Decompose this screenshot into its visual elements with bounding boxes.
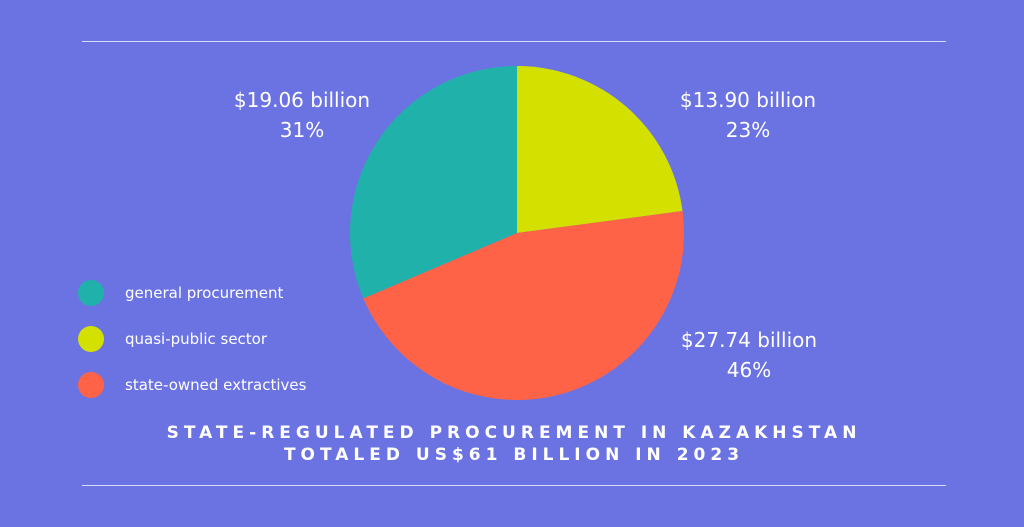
- value-label-quasi: $13.90 billion: [679, 88, 817, 112]
- value-label-general: $19.06 billion: [233, 88, 371, 112]
- percent-label-quasi: 23%: [725, 118, 771, 142]
- caption-line-1: STATE-REGULATED PROCUREMENT IN KAZAKHSTA…: [166, 423, 862, 443]
- chart-caption: STATE-REGULATED PROCUREMENT IN KAZAKHSTA…: [82, 422, 946, 466]
- label-quasi-public: $13.90 billion 23%: [668, 85, 828, 145]
- legend: general procurement quasi-public sector …: [78, 270, 306, 408]
- bottom-divider: [82, 485, 946, 486]
- pie-slice-quasi-public-sector: [517, 66, 683, 233]
- pie-slice-general-procurement: [350, 66, 517, 299]
- legend-item-quasi: quasi-public sector: [78, 316, 306, 362]
- pie-slice-state-owned-extractives: [363, 211, 684, 400]
- legend-dot-extractives: [78, 372, 104, 398]
- legend-item-extractives: state-owned extractives: [78, 362, 306, 408]
- percent-label-general: 31%: [279, 118, 325, 142]
- legend-label-quasi: quasi-public sector: [125, 330, 268, 348]
- percent-label-extractives: 46%: [726, 358, 772, 382]
- legend-label-extractives: state-owned extractives: [125, 376, 307, 394]
- caption-line-2: TOTALED US$61 BILLION IN 2023: [283, 445, 745, 465]
- legend-dot-quasi: [78, 326, 104, 352]
- top-divider: [82, 41, 946, 42]
- legend-item-general: general procurement: [78, 270, 306, 316]
- value-label-extractives: $27.74 billion: [680, 328, 818, 352]
- legend-label-general: general procurement: [125, 284, 284, 302]
- label-general-procurement: $19.06 billion 31%: [222, 85, 382, 145]
- legend-dot-general: [78, 280, 104, 306]
- label-extractives: $27.74 billion 46%: [669, 325, 829, 385]
